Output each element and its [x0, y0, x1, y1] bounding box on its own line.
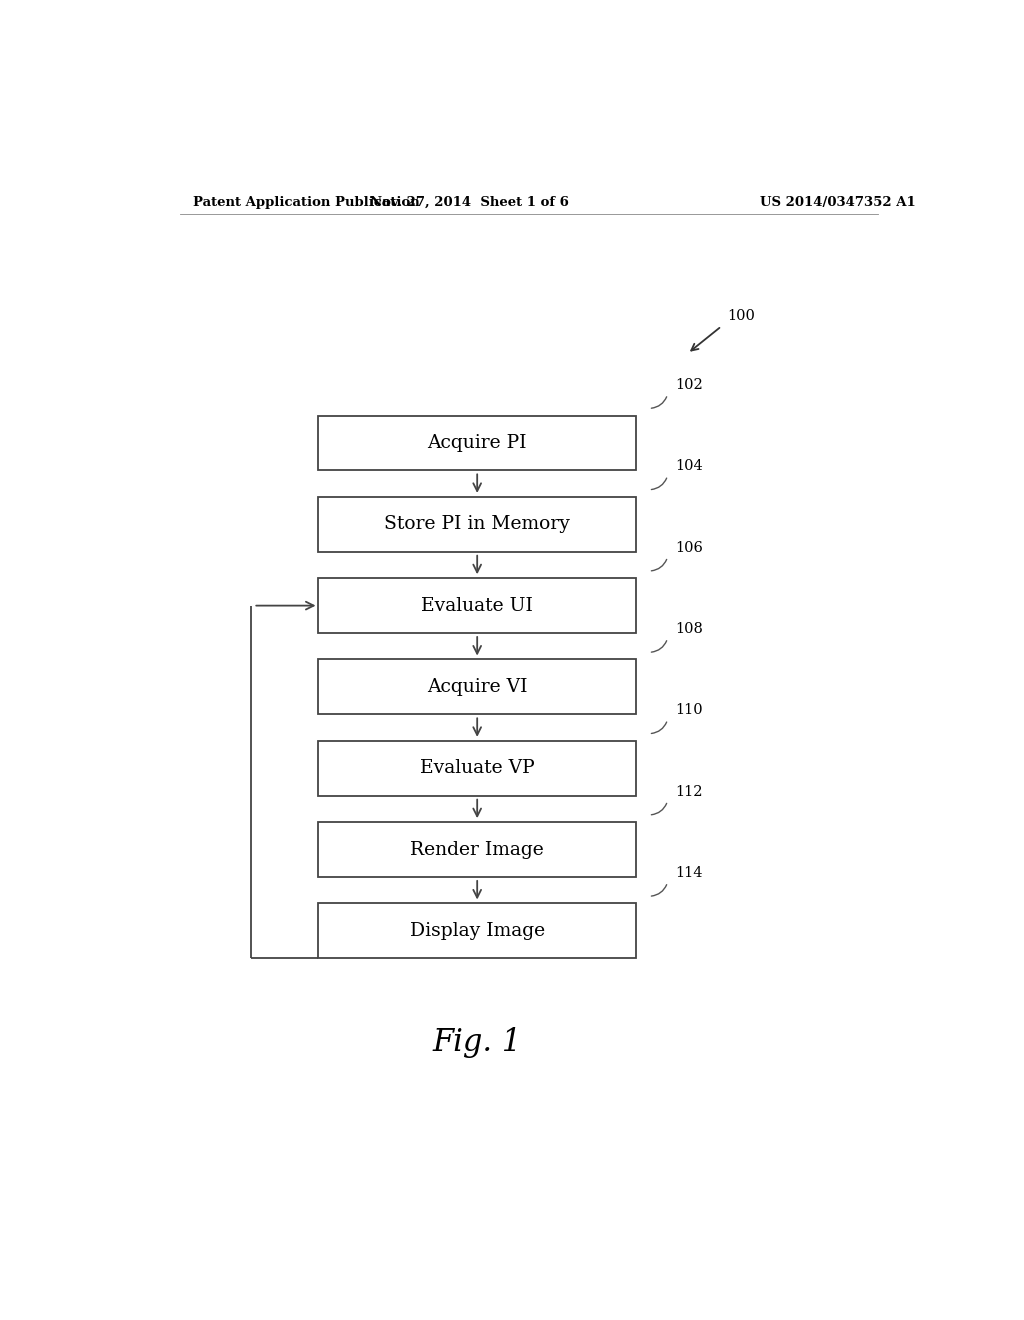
Text: Render Image: Render Image — [411, 841, 544, 858]
Text: Store PI in Memory: Store PI in Memory — [384, 515, 570, 533]
Text: Display Image: Display Image — [410, 921, 545, 940]
Text: Acquire VI: Acquire VI — [427, 678, 527, 696]
Text: 100: 100 — [727, 309, 755, 323]
Text: 112: 112 — [676, 784, 703, 799]
Text: 114: 114 — [676, 866, 703, 880]
Text: 102: 102 — [676, 378, 703, 392]
Text: 110: 110 — [676, 704, 703, 718]
FancyBboxPatch shape — [318, 496, 636, 552]
Text: Fig. 1: Fig. 1 — [432, 1027, 522, 1059]
Text: US 2014/0347352 A1: US 2014/0347352 A1 — [761, 195, 916, 209]
Text: Evaluate UI: Evaluate UI — [421, 597, 534, 615]
Text: 108: 108 — [676, 622, 703, 636]
FancyBboxPatch shape — [318, 822, 636, 876]
FancyBboxPatch shape — [318, 578, 636, 634]
Text: Patent Application Publication: Patent Application Publication — [194, 195, 420, 209]
Text: Evaluate VP: Evaluate VP — [420, 759, 535, 777]
Text: 106: 106 — [676, 541, 703, 554]
FancyBboxPatch shape — [318, 741, 636, 796]
Text: Nov. 27, 2014  Sheet 1 of 6: Nov. 27, 2014 Sheet 1 of 6 — [370, 195, 568, 209]
FancyBboxPatch shape — [318, 416, 636, 470]
Text: 104: 104 — [676, 459, 703, 474]
FancyBboxPatch shape — [318, 660, 636, 714]
FancyBboxPatch shape — [318, 903, 636, 958]
Text: Acquire PI: Acquire PI — [427, 434, 527, 451]
